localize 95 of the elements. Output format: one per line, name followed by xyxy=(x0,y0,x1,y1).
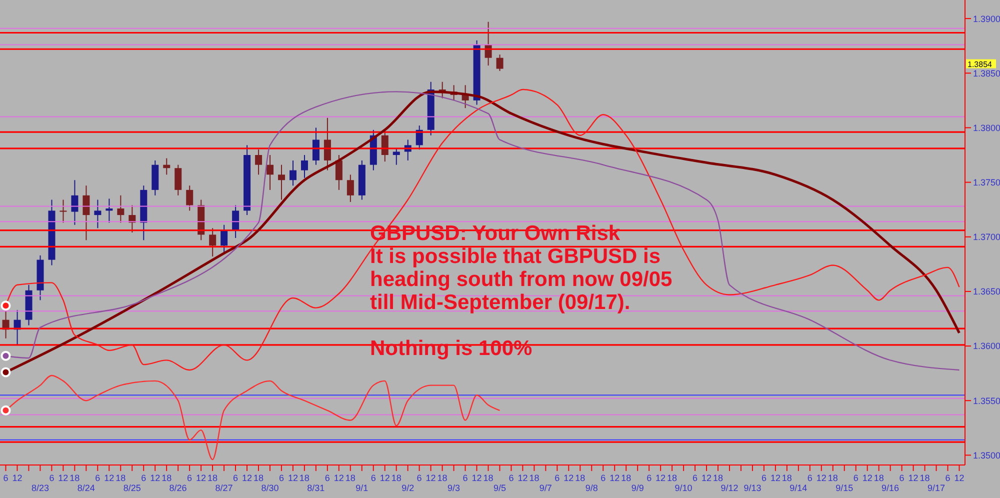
x-tick-label: 8/26 xyxy=(169,483,187,493)
x-tick-label: 8/24 xyxy=(77,483,95,493)
x-tick-label: 12 xyxy=(196,473,206,483)
x-tick-label: 8/27 xyxy=(215,483,233,493)
x-tick-label: 18 xyxy=(575,473,586,483)
text: 1.3854 xyxy=(968,60,993,69)
x-tick-label: 18 xyxy=(70,473,80,483)
y-tick-label: 1.3900 xyxy=(973,14,1000,24)
x-tick-label: 9/17 xyxy=(928,483,946,493)
x-tick-label: 18 xyxy=(713,473,724,483)
x-tick-label: 6 xyxy=(416,473,422,483)
x-tick-label: 8/31 xyxy=(307,483,325,493)
x-tick-label: 18 xyxy=(667,473,678,483)
x-tick-label: 6 xyxy=(370,473,376,483)
x-tick-label: 6 xyxy=(278,473,284,483)
x-tick-label: 12 xyxy=(334,473,344,483)
x-tick-label: 12 xyxy=(954,473,964,483)
y-tick-label: 1.3600 xyxy=(973,341,1000,352)
x-tick-label: 9/10 xyxy=(674,483,692,493)
x-tick-label: 12 xyxy=(770,473,780,483)
x-tick-label: 9/13 xyxy=(744,483,762,493)
x-tick-label: 18 xyxy=(782,473,792,483)
x-tick-label: 9/3 xyxy=(448,483,460,493)
x-tick-label: 9/7 xyxy=(539,483,552,493)
x-tick-label: 6 xyxy=(945,473,950,483)
x-tick-label: 6 xyxy=(3,473,8,483)
x-tick-label: 6 xyxy=(233,473,238,483)
x-tick-label: 12 xyxy=(518,473,528,483)
x-tick-label: 9/15 xyxy=(836,483,854,493)
x-tick-label: 9/9 xyxy=(631,483,644,493)
x-tick-label: 18 xyxy=(483,473,494,483)
x-tick-label: 18 xyxy=(208,473,218,483)
x-tick-label: 9/2 xyxy=(402,483,414,493)
x-tick-label: 6 xyxy=(462,473,468,483)
x-tick-label: 12 xyxy=(288,473,298,483)
x-tick-label: 18 xyxy=(874,473,884,483)
x-tick-label: 8/25 xyxy=(123,483,141,493)
x-tick-label: 18 xyxy=(920,473,930,483)
y-tick-label: 1.3700 xyxy=(973,232,1000,242)
x-tick-label: 6 xyxy=(187,473,192,483)
x-tick-label: 12 xyxy=(816,473,826,483)
x-tick-label: 12 xyxy=(908,473,918,483)
x-tick-label: 6 xyxy=(49,473,54,483)
x-tick-label: 12 xyxy=(472,473,482,483)
y-tick-label: 1.3650 xyxy=(973,286,1000,297)
x-tick-label: 9/5 xyxy=(493,483,506,493)
y-tick-label: 1.3850 xyxy=(973,68,1000,78)
x-tick-label: 9/16 xyxy=(882,483,900,493)
x-tick-label: 6 xyxy=(899,473,904,483)
x-tick-label: 6 xyxy=(646,473,652,483)
x-tick-label: 12 xyxy=(702,473,712,483)
x-tick-label: 12 xyxy=(862,473,872,483)
x-tick-label: 18 xyxy=(621,473,632,483)
x-tick-label: 12 xyxy=(58,473,68,483)
annotation: heading south from now 09/05 xyxy=(370,268,672,291)
x-tick-label: 12 xyxy=(150,473,160,483)
x-tick-label: 6 xyxy=(853,473,858,483)
x-tick-label: 9/8 xyxy=(585,483,598,493)
x-tick-label: 6 xyxy=(761,473,766,483)
x-tick-label: 12 xyxy=(380,473,390,483)
x-tick-label: 6 xyxy=(554,473,560,483)
annotation: till Mid-September (09/17). xyxy=(370,291,632,314)
x-tick-label: 18 xyxy=(116,473,126,483)
x-tick-label: 18 xyxy=(162,473,172,483)
x-tick-label: 9/12 xyxy=(720,483,738,493)
x-tick-label: 6 xyxy=(141,473,146,483)
x-tick-label: 6 xyxy=(807,473,812,483)
y-tick-label: 1.3750 xyxy=(973,177,1000,188)
x-tick-label: 9/14 xyxy=(790,483,808,493)
x-tick-label: 18 xyxy=(299,473,310,483)
x-tick-label: 12 xyxy=(656,473,666,483)
y-tick-label: 1.3500 xyxy=(973,450,1000,460)
x-tick-label: 12 xyxy=(610,473,620,483)
x-tick-label: 18 xyxy=(253,473,264,483)
x-tick-label: 6 xyxy=(95,473,100,483)
y-tick-label: 1.3800 xyxy=(973,122,1000,133)
x-tick-label: 18 xyxy=(828,473,838,483)
x-tick-label: 6 xyxy=(324,473,330,483)
x-tick-label: 18 xyxy=(437,473,448,483)
x-tick-label: 8/23 xyxy=(31,483,49,493)
x-tick-label: 12 xyxy=(104,473,114,483)
x-tick-label: 9/1 xyxy=(356,483,368,493)
x-tick-label: 18 xyxy=(391,473,402,483)
x-tick-label: 8/30 xyxy=(261,483,279,493)
x-tick-label: 18 xyxy=(345,473,356,483)
x-tick-label: 12 xyxy=(426,473,436,483)
x-tick-label: 12 xyxy=(12,473,22,483)
x-tick-label: 6 xyxy=(508,473,514,483)
x-tick-label: 12 xyxy=(242,473,252,483)
x-tick-label: 6 xyxy=(600,473,606,483)
x-tick-label: 18 xyxy=(529,473,540,483)
annotation: It is possible that GBPUSD is xyxy=(370,245,662,268)
x-tick-label: 6 xyxy=(692,473,698,483)
x-tick-label: 12 xyxy=(564,473,574,483)
y-tick-label: 1.3550 xyxy=(973,396,1000,406)
